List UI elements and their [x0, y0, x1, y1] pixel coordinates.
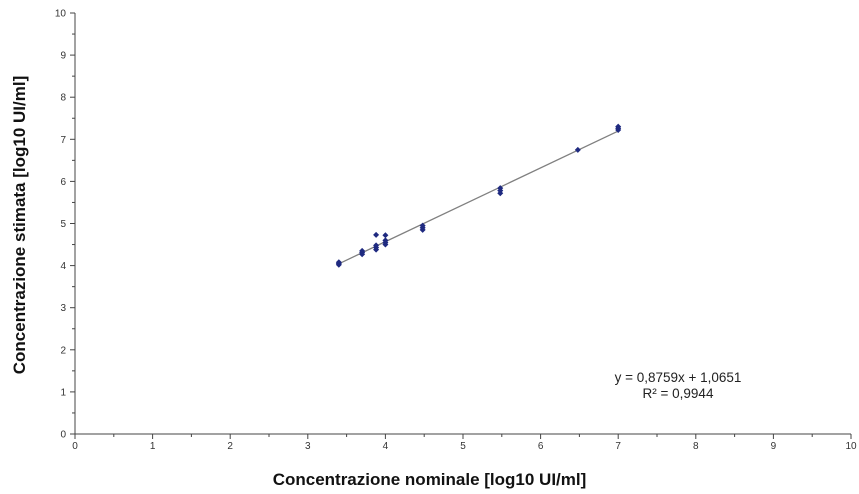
x-tick-label: 4 — [383, 441, 389, 452]
data-point — [359, 247, 366, 254]
y-tick-label: 4 — [60, 261, 66, 272]
y-tick-label: 3 — [60, 303, 66, 314]
data-point — [373, 231, 380, 238]
x-tick-label: 0 — [72, 441, 78, 452]
x-tick-label: 9 — [771, 441, 777, 452]
data-point — [419, 222, 426, 229]
data-point — [373, 242, 380, 249]
y-tick-label: 0 — [60, 430, 66, 441]
y-tick-label: 6 — [60, 177, 66, 188]
x-tick-label: 1 — [150, 441, 156, 452]
axes — [70, 12, 852, 439]
y-axis-label: Concentrazione stimata [log10 UI/ml] — [10, 75, 29, 375]
x-tick-label: 5 — [460, 441, 466, 452]
x-axis-label: Concentrazione nominale [log10 UI/ml] — [272, 470, 587, 489]
trendline-equation-box: y = 0,8759x + 1,0651 R² = 0,9944 — [598, 370, 758, 402]
y-tick-label: 10 — [55, 9, 67, 20]
x-tick-label: 6 — [538, 441, 544, 452]
x-tick-label: 7 — [615, 441, 621, 452]
y-axis-label-container: Concentrazione stimata [log10 UI/ml] — [0, 0, 40, 430]
x-tick-label: 2 — [227, 441, 233, 452]
y-tick-label: 1 — [60, 387, 66, 398]
tick-labels: 0 1 2 3 4 5 6 7 8 9 10 0 1 2 3 4 5 6 7 8 9 10 — [55, 9, 857, 453]
trendline-r-squared: R² = 0,9944 — [642, 386, 714, 401]
y-tick-label: 9 — [60, 51, 66, 62]
data-point — [497, 185, 504, 192]
y-tick-label: 7 — [60, 135, 66, 146]
x-tick-label: 10 — [845, 441, 857, 452]
data-point — [382, 237, 389, 244]
trendline-equation: y = 0,8759x + 1,0651 — [614, 370, 742, 385]
x-tick-label: 3 — [305, 441, 311, 452]
data-point — [335, 259, 342, 266]
y-tick-label: 8 — [60, 93, 66, 104]
data-point — [382, 232, 389, 239]
data-points — [335, 123, 622, 268]
y-tick-label: 2 — [60, 345, 66, 356]
data-point — [615, 123, 622, 130]
data-point — [574, 146, 581, 153]
x-tick-label: 8 — [693, 441, 699, 452]
y-tick-label: 5 — [60, 219, 66, 230]
